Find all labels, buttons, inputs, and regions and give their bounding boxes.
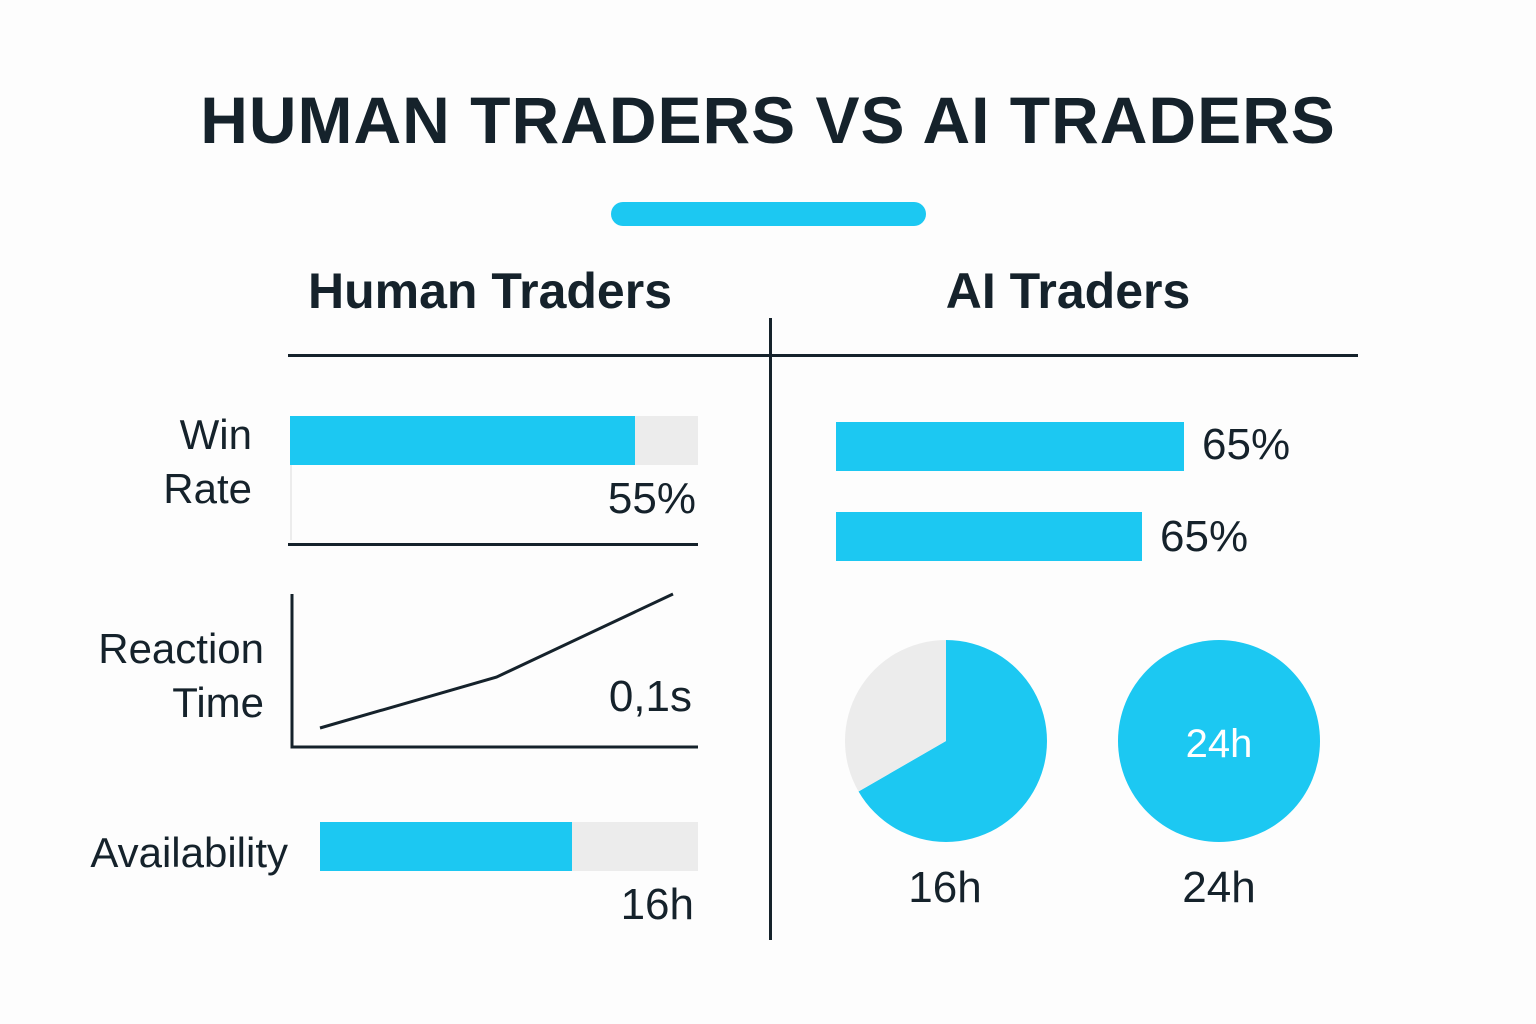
- reaction-time-line: [319, 592, 674, 730]
- page-title: HUMAN TRADERS VS AI TRADERS: [200, 83, 1336, 157]
- pie-16h-caption: 16h: [908, 863, 981, 912]
- ai-traders-heading: AI Traders: [945, 263, 1191, 319]
- win-rate-divider: [288, 543, 698, 546]
- availability-pie-16h: [845, 640, 1047, 842]
- availability-label: Availability: [90, 829, 288, 876]
- header-divider: [288, 354, 1358, 357]
- reaction-time-label: Reaction Time: [98, 625, 264, 726]
- human-win-rate-bar: [290, 416, 636, 465]
- human-availability-value: 16h: [620, 880, 694, 929]
- column-divider: [769, 318, 772, 940]
- pie-24h-center-label: 24h: [1186, 722, 1253, 766]
- ai-win-rate-bar-1: [836, 422, 1184, 471]
- availability-pie-24h: [1118, 640, 1320, 842]
- ai-bar-2-value: 65%: [1160, 512, 1249, 561]
- reaction-axes: [290, 594, 698, 749]
- pie-slice: [1118, 640, 1320, 842]
- pie-slice: [858, 640, 1047, 842]
- reaction-time-value: 0,1s: [608, 672, 692, 721]
- human-availability-track: [320, 822, 698, 871]
- human-traders-heading: Human Traders: [307, 263, 672, 319]
- human-win-rate-track: [290, 416, 698, 465]
- ai-bar-1-value: 65%: [1202, 420, 1291, 469]
- pie-24h-caption: 24h: [1182, 863, 1255, 912]
- win-rate-label: Win Rate: [163, 411, 252, 512]
- pie-slice: [845, 640, 946, 792]
- human-win-rate-value: 55%: [607, 474, 696, 523]
- ai-win-rate-bar-2: [836, 512, 1142, 561]
- title-accent-bar: [611, 202, 926, 226]
- win-rate-box-edge: [290, 465, 292, 540]
- human-availability-bar: [320, 822, 572, 871]
